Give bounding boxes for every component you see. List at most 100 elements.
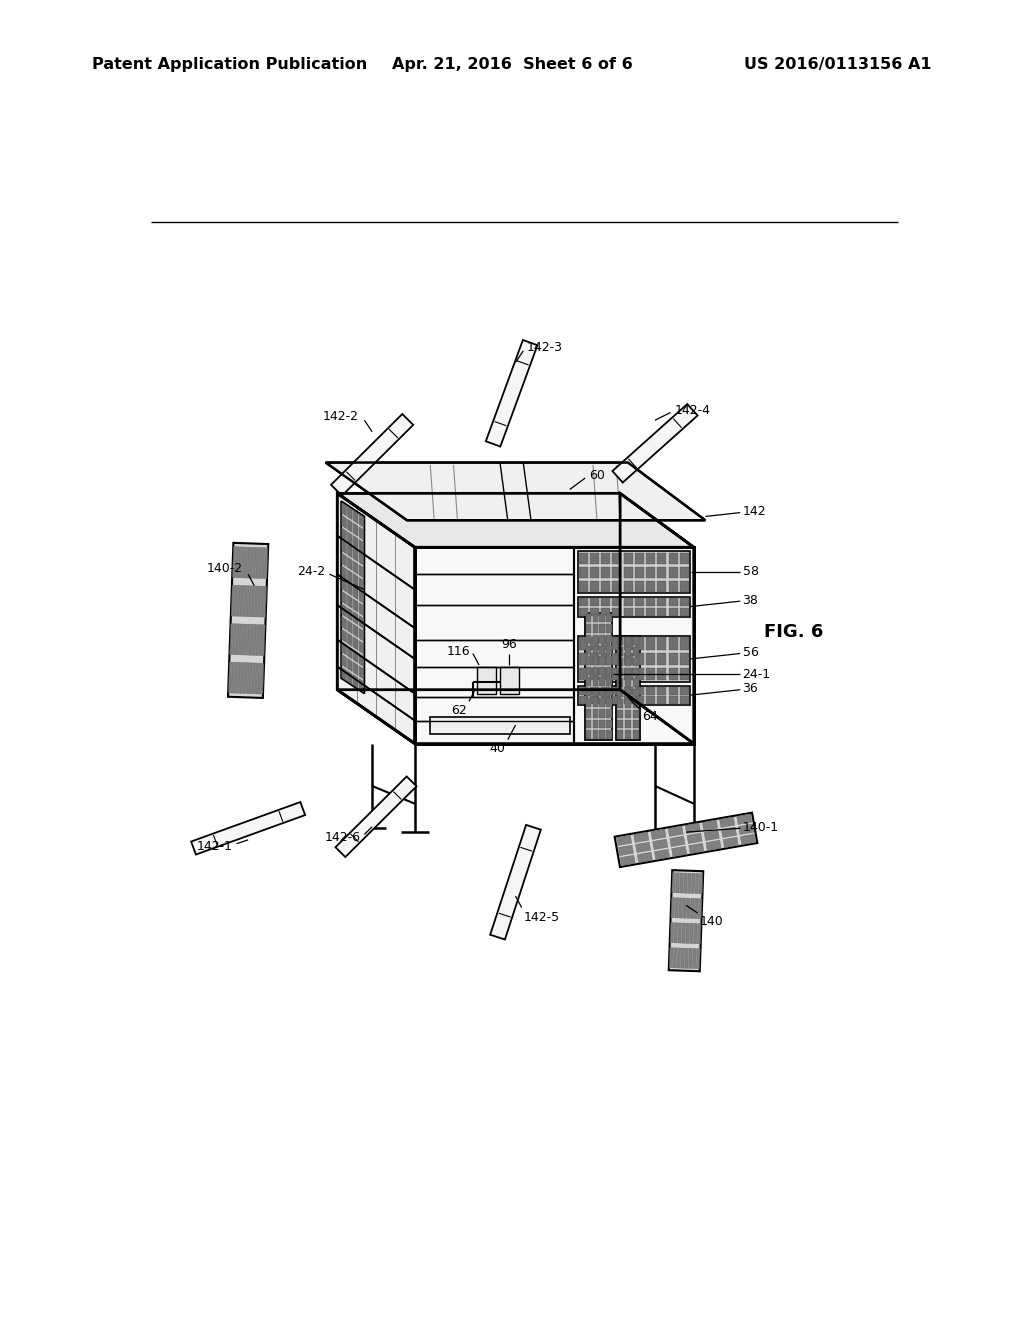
Polygon shape [657, 609, 667, 615]
Polygon shape [652, 840, 668, 850]
Polygon shape [500, 667, 519, 693]
Polygon shape [697, 924, 701, 944]
Polygon shape [606, 677, 611, 686]
Polygon shape [682, 923, 685, 944]
Polygon shape [625, 678, 631, 686]
Text: 142-4: 142-4 [675, 404, 711, 417]
Polygon shape [633, 678, 639, 686]
Polygon shape [590, 609, 599, 615]
Polygon shape [625, 636, 631, 645]
Polygon shape [353, 523, 358, 536]
Polygon shape [342, 642, 346, 655]
Polygon shape [347, 595, 352, 609]
Polygon shape [680, 609, 689, 615]
Text: Patent Application Publication: Patent Application Publication [92, 57, 368, 71]
Polygon shape [347, 634, 352, 647]
Polygon shape [617, 689, 624, 697]
Polygon shape [191, 803, 305, 854]
Polygon shape [646, 609, 655, 615]
Polygon shape [680, 653, 689, 665]
Polygon shape [635, 609, 644, 615]
Polygon shape [342, 566, 346, 579]
Polygon shape [685, 948, 688, 969]
Polygon shape [668, 826, 683, 837]
Polygon shape [353, 638, 358, 651]
Polygon shape [485, 341, 538, 446]
Polygon shape [646, 553, 655, 564]
Text: 56: 56 [742, 647, 759, 659]
Polygon shape [680, 697, 689, 704]
Polygon shape [683, 898, 686, 919]
Polygon shape [680, 668, 689, 681]
Polygon shape [415, 548, 693, 743]
Polygon shape [263, 586, 266, 618]
Polygon shape [599, 614, 605, 622]
Polygon shape [672, 846, 687, 857]
Text: 140-1: 140-1 [742, 821, 778, 834]
Polygon shape [673, 948, 677, 968]
Polygon shape [686, 898, 690, 919]
Polygon shape [669, 697, 678, 704]
Polygon shape [252, 663, 255, 694]
Polygon shape [612, 638, 622, 649]
Polygon shape [590, 598, 599, 606]
Polygon shape [606, 656, 611, 664]
Polygon shape [657, 581, 667, 593]
Polygon shape [359, 603, 364, 616]
Polygon shape [353, 599, 358, 612]
Polygon shape [625, 647, 631, 656]
Polygon shape [635, 581, 644, 593]
Polygon shape [347, 570, 352, 583]
Polygon shape [579, 653, 588, 665]
Polygon shape [612, 566, 622, 578]
Polygon shape [616, 636, 640, 739]
Polygon shape [359, 678, 364, 692]
Polygon shape [601, 609, 610, 615]
Polygon shape [331, 414, 414, 496]
Polygon shape [633, 730, 639, 739]
Polygon shape [612, 581, 622, 593]
Polygon shape [586, 645, 591, 653]
Polygon shape [601, 553, 610, 564]
Polygon shape [633, 719, 639, 729]
Polygon shape [646, 668, 655, 681]
Polygon shape [237, 585, 241, 616]
Polygon shape [347, 645, 352, 659]
Polygon shape [669, 638, 678, 649]
Polygon shape [347, 671, 352, 684]
Polygon shape [586, 614, 591, 622]
Polygon shape [342, 541, 346, 554]
Polygon shape [617, 647, 624, 656]
Polygon shape [259, 624, 262, 656]
Polygon shape [579, 609, 588, 615]
Polygon shape [353, 624, 358, 638]
Polygon shape [635, 566, 644, 578]
Polygon shape [635, 553, 644, 564]
Polygon shape [347, 532, 352, 545]
Polygon shape [599, 719, 605, 729]
Polygon shape [247, 548, 251, 578]
Polygon shape [601, 598, 610, 606]
Polygon shape [347, 557, 352, 570]
Polygon shape [612, 609, 622, 615]
Polygon shape [234, 663, 238, 693]
Polygon shape [624, 653, 633, 665]
Polygon shape [347, 582, 352, 595]
Polygon shape [612, 686, 622, 694]
Polygon shape [430, 717, 569, 734]
Polygon shape [240, 663, 244, 693]
Polygon shape [651, 829, 666, 840]
Polygon shape [685, 822, 700, 833]
Polygon shape [606, 624, 611, 632]
Polygon shape [256, 624, 259, 656]
Polygon shape [586, 635, 591, 643]
Polygon shape [617, 700, 624, 708]
Polygon shape [578, 636, 690, 682]
Polygon shape [359, 590, 364, 603]
Polygon shape [616, 836, 632, 846]
Polygon shape [342, 515, 346, 528]
Polygon shape [680, 686, 689, 694]
Polygon shape [586, 667, 591, 675]
Text: 40: 40 [489, 742, 506, 755]
Polygon shape [599, 698, 605, 708]
